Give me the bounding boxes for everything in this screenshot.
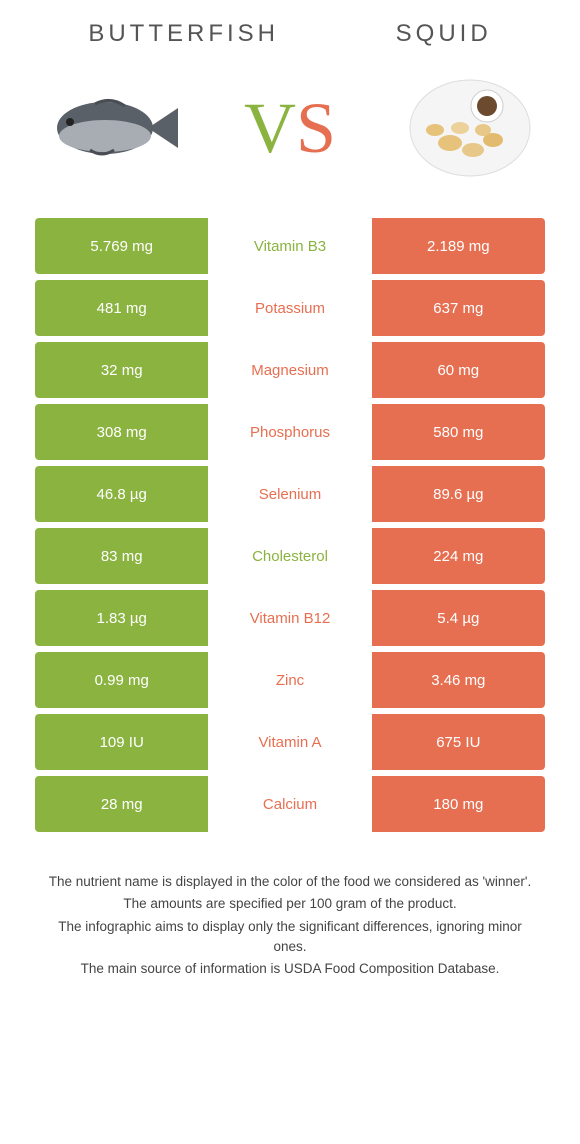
left-value: 5.769 mg	[35, 218, 208, 274]
left-value: 1.83 µg	[35, 590, 208, 646]
header-right-label: SQUID	[396, 20, 492, 48]
left-value: 46.8 µg	[35, 466, 208, 522]
nutrient-name: Vitamin A	[208, 714, 371, 770]
right-value: 5.4 µg	[372, 590, 545, 646]
right-value: 580 mg	[372, 404, 545, 460]
butterfish-image	[40, 68, 180, 188]
right-value: 60 mg	[372, 342, 545, 398]
table-row: 83 mgCholesterol224 mg	[35, 528, 545, 584]
nutrient-name: Vitamin B3	[208, 218, 371, 274]
footer-line-3: The infographic aims to display only the…	[40, 917, 540, 958]
left-value: 83 mg	[35, 528, 208, 584]
footer-notes: The nutrient name is displayed in the co…	[30, 872, 550, 979]
right-value: 3.46 mg	[372, 652, 545, 708]
nutrient-name: Cholesterol	[208, 528, 371, 584]
left-value: 28 mg	[35, 776, 208, 832]
table-row: 481 mgPotassium637 mg	[35, 280, 545, 336]
right-value: 224 mg	[372, 528, 545, 584]
table-row: 308 mgPhosphorus580 mg	[35, 404, 545, 460]
footer-line-1: The nutrient name is displayed in the co…	[40, 872, 540, 892]
squid-image	[400, 68, 540, 188]
table-row: 1.83 µgVitamin B125.4 µg	[35, 590, 545, 646]
right-value: 180 mg	[372, 776, 545, 832]
footer-line-4: The main source of information is USDA F…	[40, 959, 540, 979]
right-value: 675 IU	[372, 714, 545, 770]
squid-plate-icon	[405, 68, 535, 188]
table-row: 5.769 mgVitamin B32.189 mg	[35, 218, 545, 274]
left-value: 481 mg	[35, 280, 208, 336]
nutrient-name: Magnesium	[208, 342, 371, 398]
table-row: 28 mgCalcium180 mg	[35, 776, 545, 832]
nutrient-name: Zinc	[208, 652, 371, 708]
right-value: 637 mg	[372, 280, 545, 336]
table-row: 109 IUVitamin A675 IU	[35, 714, 545, 770]
table-row: 46.8 µgSelenium89.6 µg	[35, 466, 545, 522]
nutrient-name: Potassium	[208, 280, 371, 336]
nutrient-name: Vitamin B12	[208, 590, 371, 646]
vs-label: VS	[244, 87, 336, 170]
left-value: 0.99 mg	[35, 652, 208, 708]
left-value: 308 mg	[35, 404, 208, 460]
right-value: 2.189 mg	[372, 218, 545, 274]
table-row: 32 mgMagnesium60 mg	[35, 342, 545, 398]
header-left-label: BUTTERFISH	[88, 20, 279, 48]
vs-v: V	[244, 88, 296, 168]
right-value: 89.6 µg	[372, 466, 545, 522]
vs-row: VS	[30, 68, 550, 188]
header-row: BUTTERFISH SQUID	[30, 20, 550, 48]
nutrient-name: Selenium	[208, 466, 371, 522]
left-value: 32 mg	[35, 342, 208, 398]
nutrient-name: Calcium	[208, 776, 371, 832]
footer-line-2: The amounts are specified per 100 gram o…	[40, 894, 540, 914]
fish-icon	[40, 88, 180, 168]
comparison-table: 5.769 mgVitamin B32.189 mg 481 mgPotassiu…	[30, 218, 550, 832]
left-value: 109 IU	[35, 714, 208, 770]
vs-s: S	[296, 88, 336, 168]
table-row: 0.99 mgZinc3.46 mg	[35, 652, 545, 708]
nutrient-name: Phosphorus	[208, 404, 371, 460]
